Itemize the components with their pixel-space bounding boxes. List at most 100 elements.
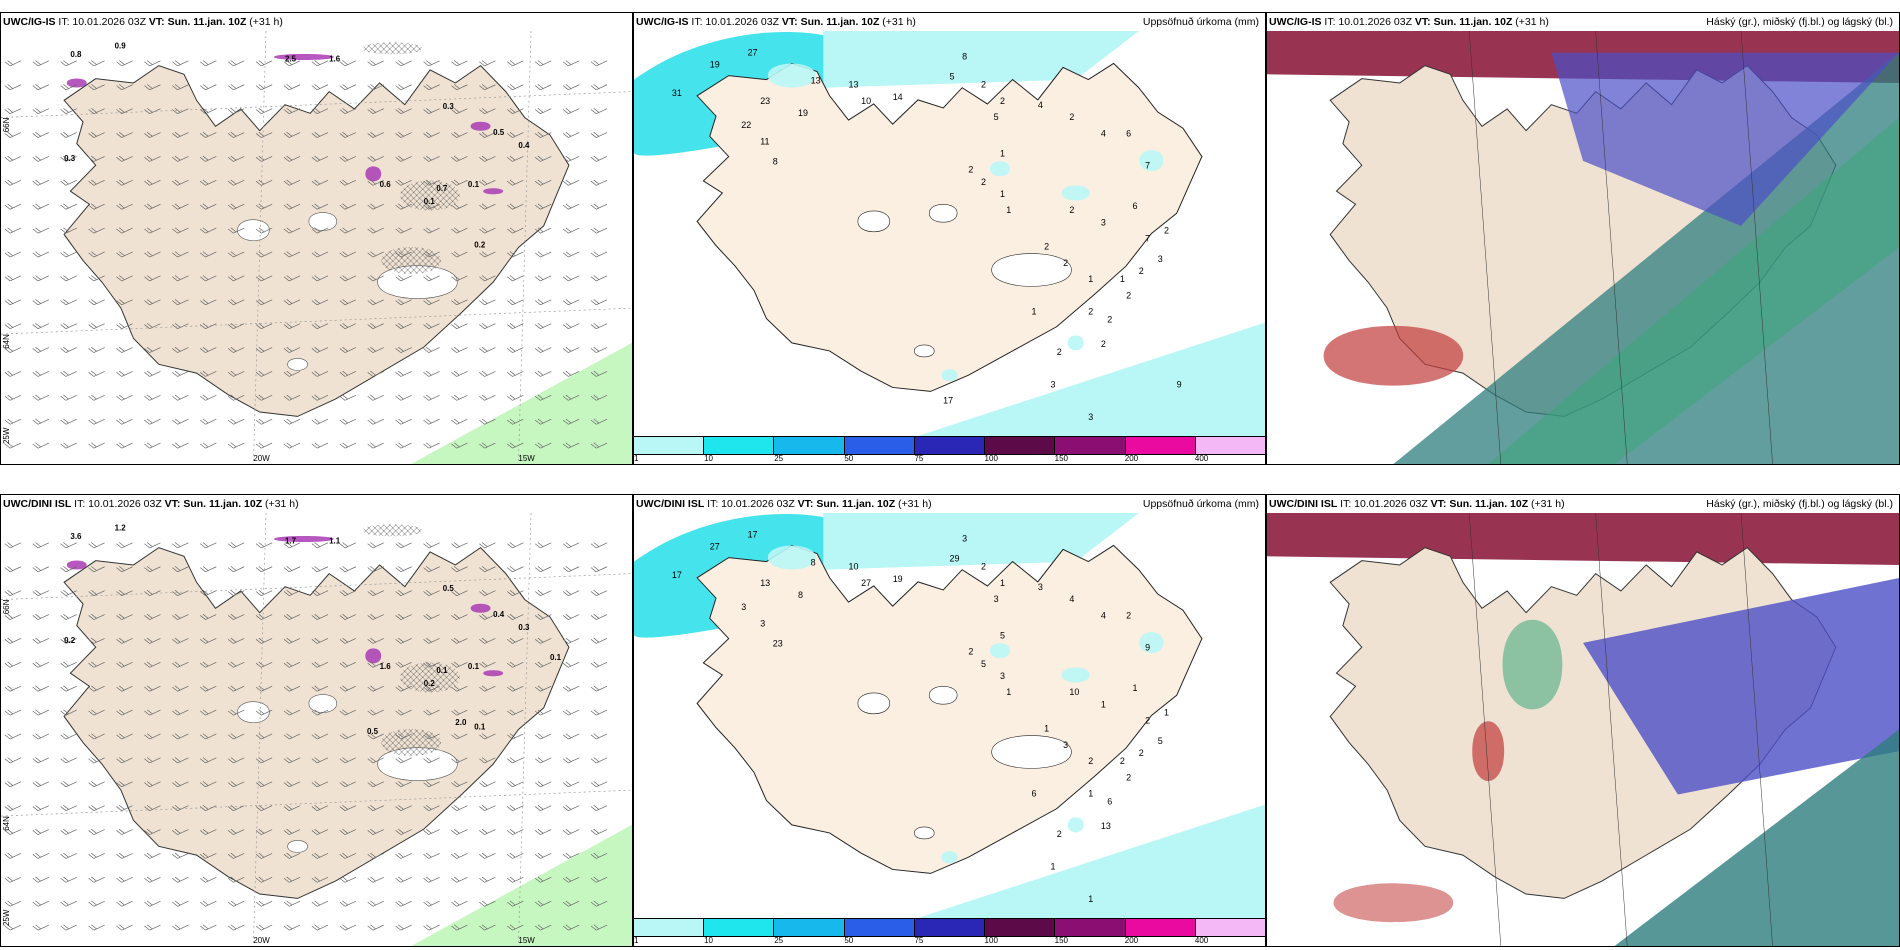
snow-core [365, 648, 382, 664]
low-cloud-sheet [1583, 577, 1899, 795]
wind-barb [116, 566, 133, 573]
wind-barb [507, 900, 524, 907]
precip-value-label: 1 [1088, 274, 1093, 284]
precip-value-label: 19 [893, 574, 903, 584]
wind-barb [562, 661, 580, 668]
wind-barb [423, 613, 440, 620]
wind-barb [534, 876, 552, 883]
wind-barb [4, 613, 22, 620]
wind-barb [479, 733, 496, 740]
wind-barb [590, 275, 608, 282]
wind-barb [311, 84, 329, 91]
wind-barb [172, 542, 189, 549]
snow-hatch [362, 524, 423, 537]
precip-value-label: 2 [1069, 112, 1074, 122]
precip-value-label: 8 [811, 558, 816, 568]
wind-barb [339, 828, 357, 835]
wind-barb [200, 924, 217, 931]
snow-hatch [381, 247, 442, 274]
wind-barb [562, 828, 580, 835]
low-cloud-sheet [1614, 729, 1899, 946]
wind-barb [339, 924, 357, 931]
colorbar-swatch [1195, 437, 1265, 454]
wind-barb [60, 709, 77, 716]
wind-barb [32, 394, 49, 401]
snow-value-label: 0.7 [436, 184, 448, 193]
longitude-label: 25W [2, 427, 11, 444]
wind-barb [116, 876, 133, 883]
colorbar-tick-label: 150 [1054, 936, 1069, 945]
wind-barb [395, 781, 412, 788]
wind-barb [311, 709, 329, 716]
wind-barb [172, 84, 189, 91]
precip-value-label: 7 [1145, 234, 1150, 244]
wind-barb [507, 637, 524, 644]
wind-barb [367, 613, 384, 620]
wind-barb [339, 900, 357, 907]
wind-barb [311, 60, 329, 67]
colorbar-ticks: 1 10 25 50 75 100 150 200 400 [634, 454, 1265, 464]
wind-barb [423, 84, 440, 91]
snow-value-label: 0.1 [424, 197, 436, 206]
snow-hatch [381, 729, 442, 756]
wind-barb [255, 346, 273, 353]
longitude-label: 25W [2, 909, 11, 926]
lead-time: (+31 h) [1531, 498, 1565, 510]
wind-barb [451, 661, 468, 668]
wind-barb [200, 661, 217, 668]
precip-value-label: 1 [1120, 274, 1125, 284]
panel-header: UWC/IG-IS IT: 10.01.2026 03Z VT: Sun. 11… [634, 13, 1265, 31]
wind-barb [339, 275, 357, 282]
wind-barb [367, 661, 384, 668]
wind-barb [311, 733, 329, 740]
precip-value-label: 2 [1088, 756, 1093, 766]
wind-barb [423, 155, 440, 162]
wind-barb [172, 685, 189, 692]
colorbar-swatch [1125, 437, 1196, 454]
wind-barb [227, 370, 245, 377]
wind-barb [4, 394, 22, 401]
glacier [928, 685, 958, 705]
wind-barb [116, 275, 133, 282]
wind-barb [4, 661, 22, 668]
wind-barb [339, 394, 357, 401]
wind-barb [507, 203, 524, 210]
wind-barb [534, 542, 552, 549]
precip-value-label: 3 [1063, 740, 1068, 750]
wind-barb [339, 155, 357, 162]
wind-barb [311, 323, 329, 330]
wind-barb [144, 781, 161, 788]
wind-barb [32, 203, 49, 210]
colorbar-tick-label: 400 [1194, 936, 1209, 945]
wind-barb [4, 828, 22, 835]
precip-value-label: 1 [1101, 699, 1106, 709]
wind-barb [562, 542, 580, 549]
wind-barb [311, 346, 329, 353]
glacier [237, 701, 270, 723]
snow-value-label: 0.2 [64, 636, 76, 645]
wind-barb [32, 299, 49, 306]
wind-barb [144, 613, 161, 620]
wind-barb [255, 227, 273, 234]
precip-value-label: 13 [849, 80, 859, 90]
wind-barb [116, 637, 133, 644]
precip-value-label: 4 [1038, 100, 1043, 110]
wind-barb [60, 346, 77, 353]
precip-patch [767, 63, 816, 88]
precip-value-label: 2 [1069, 205, 1074, 215]
wind-barb [339, 108, 357, 115]
wind-barb [451, 418, 468, 425]
wind-barb [507, 60, 524, 67]
wind-barb [172, 394, 189, 401]
latitude-label: 64N [2, 816, 11, 831]
wind-barb [227, 781, 245, 788]
wind-barb [367, 323, 384, 330]
snow-value-label: 1.1 [329, 536, 341, 545]
wind-barb [423, 179, 440, 186]
wind-barb [172, 442, 189, 449]
wind-barb [367, 394, 384, 401]
wind-barb [60, 757, 77, 764]
wind-barb [32, 805, 49, 812]
wind-barb [60, 852, 77, 859]
wind-barb [283, 108, 301, 115]
